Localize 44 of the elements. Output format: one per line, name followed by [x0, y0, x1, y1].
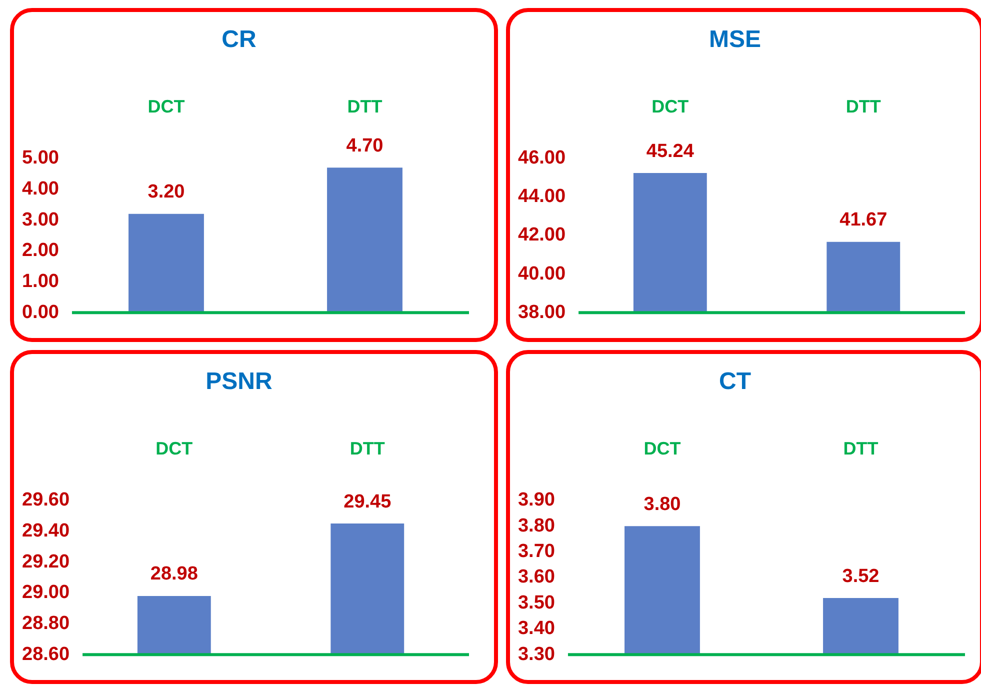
data-label: 29.45	[344, 491, 392, 512]
data-label: 3.52	[842, 566, 880, 587]
y-tick-label: 29.60	[22, 490, 70, 511]
y-tick-label: 5.00	[22, 148, 59, 169]
y-tick-label: 3.60	[518, 566, 555, 588]
x-tick-label: DTT	[350, 438, 385, 459]
y-tick-label: 0.00	[22, 302, 59, 323]
y-tick-label: 3.70	[518, 541, 555, 562]
y-tick-label: 28.80	[22, 612, 70, 634]
x-tick-label: DTT	[347, 96, 382, 117]
x-tick-label: DCT	[644, 438, 681, 459]
chart-title: CT	[719, 368, 752, 396]
chart-title: MSE	[708, 26, 762, 54]
y-tick-label: 46.00	[518, 148, 566, 169]
y-tick-label: 3.80	[518, 515, 555, 536]
data-label: 41.67	[840, 210, 888, 231]
y-tick-label: 2.00	[22, 240, 59, 262]
y-tick-label: 28.60	[22, 644, 70, 665]
x-tick-label: DCT	[652, 96, 689, 117]
y-tick-label: 1.00	[22, 270, 59, 292]
data-label: 3.20	[148, 182, 185, 203]
y-tick-label: 42.00	[518, 224, 566, 246]
chart-title: PSNR	[206, 368, 272, 396]
x-tick-label: DCT	[156, 438, 193, 459]
y-tick-label: 29.20	[22, 551, 70, 572]
data-label: 28.98	[150, 564, 198, 585]
x-tick-label: DTT	[846, 96, 881, 117]
y-tick-label: 3.50	[518, 592, 555, 614]
x-tick-label: DTT	[843, 438, 878, 459]
chart-title: CR	[222, 26, 256, 54]
y-tick-label: 3.90	[518, 490, 555, 511]
y-tick-label: 3.00	[22, 209, 59, 230]
y-tick-label: 38.00	[518, 302, 566, 323]
data-label: 3.80	[644, 494, 681, 515]
y-tick-label: 40.00	[518, 263, 566, 284]
y-tick-label: 4.00	[22, 178, 59, 200]
data-label: 45.24	[646, 140, 694, 162]
y-tick-label: 3.40	[518, 618, 555, 640]
y-tick-label: 29.40	[22, 520, 70, 542]
data-label: 4.70	[346, 135, 384, 156]
y-tick-label: 3.30	[518, 644, 555, 665]
x-tick-label: DCT	[148, 96, 185, 117]
y-tick-label: 44.00	[518, 186, 566, 208]
y-tick-label: 29.00	[22, 582, 70, 604]
